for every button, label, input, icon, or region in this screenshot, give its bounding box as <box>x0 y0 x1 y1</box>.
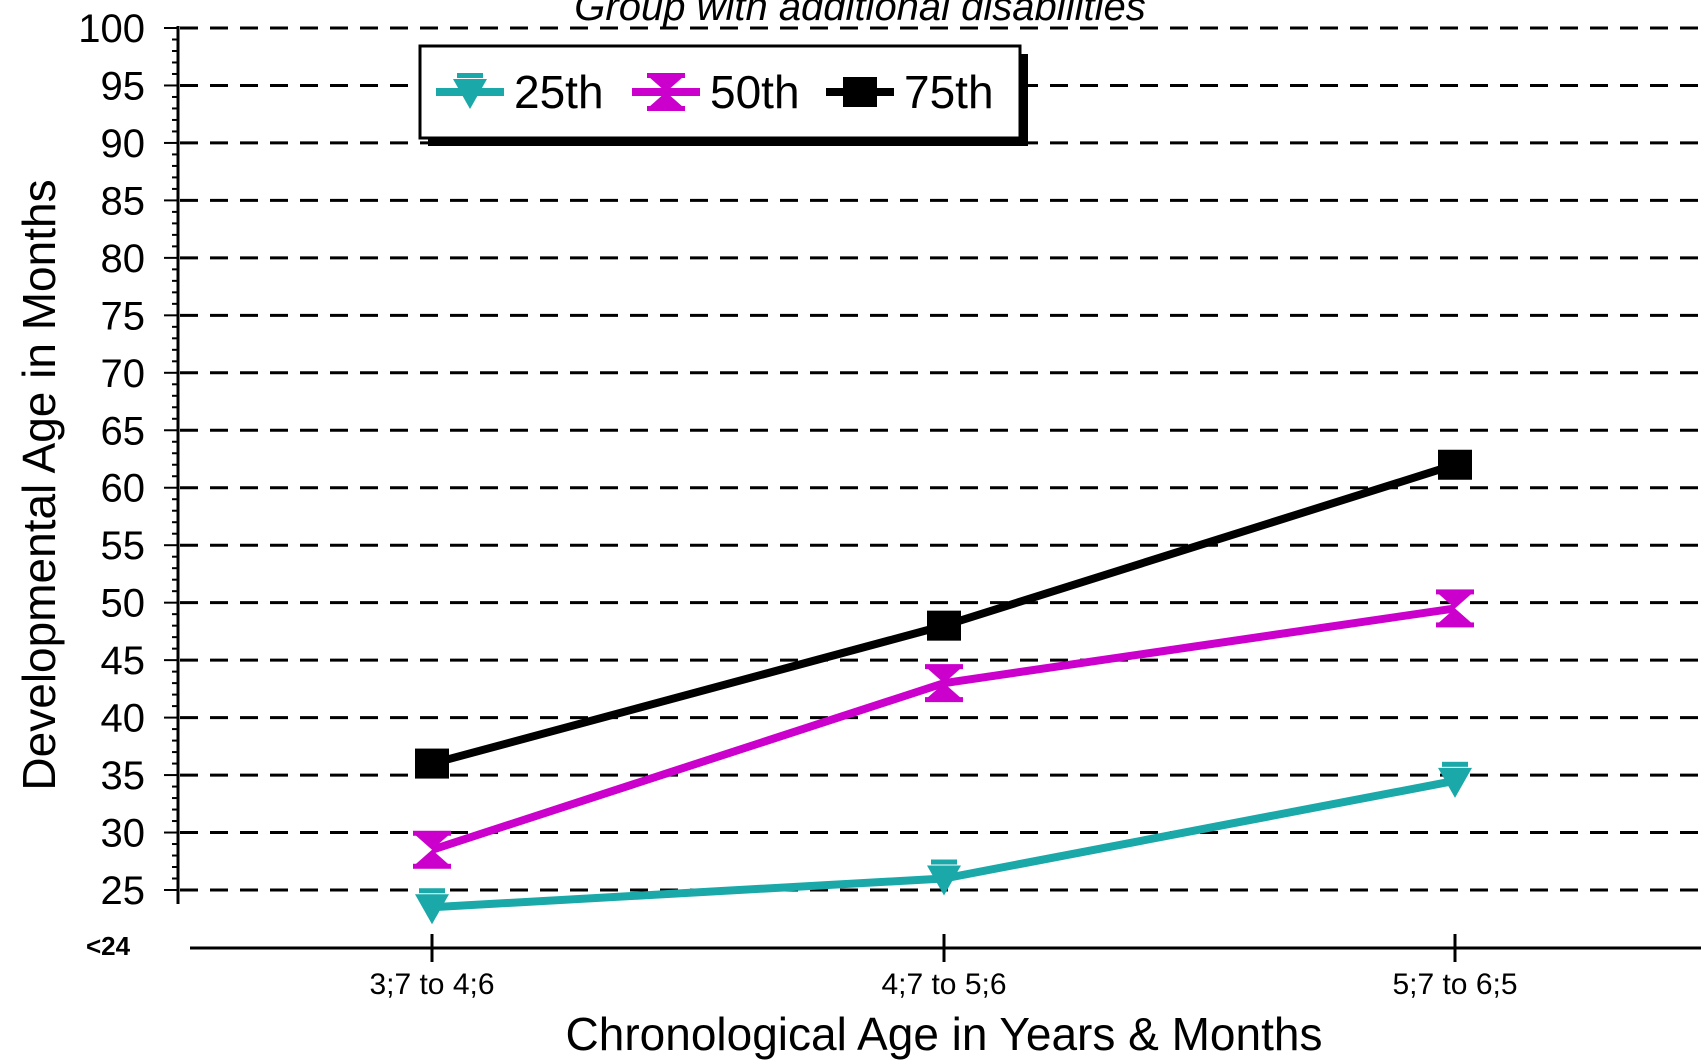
series-marker <box>1438 593 1472 624</box>
y-tick-label: 30 <box>101 812 146 856</box>
y-tick-label: 40 <box>101 697 146 741</box>
y-tick-label: 25 <box>101 869 146 913</box>
x-tick-labels: 3;7 to 4;6 4;7 to 5;6 5;7 to 6;5 <box>369 968 1517 1001</box>
axes <box>164 26 1701 962</box>
legend-label: 50th <box>710 66 800 118</box>
series-marker <box>843 77 877 107</box>
y-low-label: <24 <box>86 931 131 961</box>
y-tick-label: 65 <box>101 409 146 453</box>
legend: 25th 50th 75th <box>418 44 1028 146</box>
y-tick-label: 50 <box>101 582 146 626</box>
y-tick-label: 35 <box>101 754 146 798</box>
series-marker <box>419 888 445 894</box>
x-tick-label: 5;7 to 6;5 <box>1392 968 1517 1001</box>
y-axis-title: Developmental Age in Months <box>13 179 65 790</box>
y-tick-label: 80 <box>101 237 146 281</box>
y-tick-label: 60 <box>101 467 146 511</box>
y-tick-label: 75 <box>101 294 146 338</box>
series-marker <box>647 106 685 111</box>
series-marker <box>1436 622 1474 628</box>
series-marker <box>415 834 449 865</box>
gridlines <box>180 26 1701 892</box>
x-tick-label: 3;7 to 4;6 <box>369 968 494 1001</box>
y-tick-label: 100 <box>78 7 145 51</box>
series-marker <box>453 79 487 109</box>
series-marker <box>457 73 483 78</box>
legend-box <box>418 44 1022 140</box>
series-marker <box>647 73 685 78</box>
series-marker <box>927 668 961 699</box>
x-axis-title: Chronological Age in Years & Months <box>566 1008 1323 1060</box>
y-tick-label: 85 <box>101 179 146 223</box>
series-marker <box>931 859 957 865</box>
y-tick-label: 55 <box>101 524 146 568</box>
series-marker <box>413 830 451 836</box>
y-tick-label: 90 <box>101 122 146 166</box>
series-marker <box>925 664 963 670</box>
series-marker <box>1438 767 1472 798</box>
chart-title: Group with additional disabilities <box>574 0 1145 29</box>
series-marker <box>415 894 449 925</box>
x-tick-label: 4;7 to 5;6 <box>881 968 1006 1001</box>
series-marker <box>1438 449 1472 480</box>
series-marker <box>415 748 449 779</box>
series-marker <box>925 697 963 703</box>
series-marker <box>649 77 683 107</box>
legend-label: 75th <box>904 66 994 118</box>
y-tick-label: 45 <box>101 639 146 683</box>
series-marker <box>1442 761 1468 767</box>
series-group <box>413 449 1474 925</box>
y-tick-labels: 25 30 35 40 45 50 55 60 65 70 75 80 85 90 95 100 <box>78 7 145 913</box>
legend-label: 25th <box>514 66 604 118</box>
y-tick-label: 95 <box>101 64 146 108</box>
series-marker <box>1436 589 1474 595</box>
y-tick-label: 70 <box>101 352 146 396</box>
series-marker <box>413 863 451 869</box>
series-marker <box>927 865 961 896</box>
series-line <box>430 604 1456 854</box>
series-marker <box>927 610 961 641</box>
